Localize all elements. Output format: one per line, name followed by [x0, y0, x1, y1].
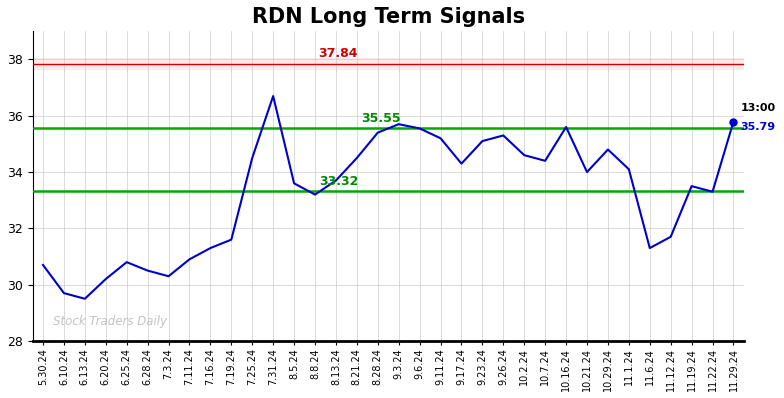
Title: RDN Long Term Signals: RDN Long Term Signals [252, 7, 524, 27]
Text: 13:00: 13:00 [740, 103, 775, 113]
Text: 33.32: 33.32 [319, 175, 358, 188]
Text: 35.55: 35.55 [361, 112, 401, 125]
Text: Stock Traders Daily: Stock Traders Daily [53, 315, 168, 328]
Text: 37.84: 37.84 [318, 47, 358, 60]
Bar [33, 58, 744, 70]
Text: 35.79: 35.79 [740, 122, 775, 132]
